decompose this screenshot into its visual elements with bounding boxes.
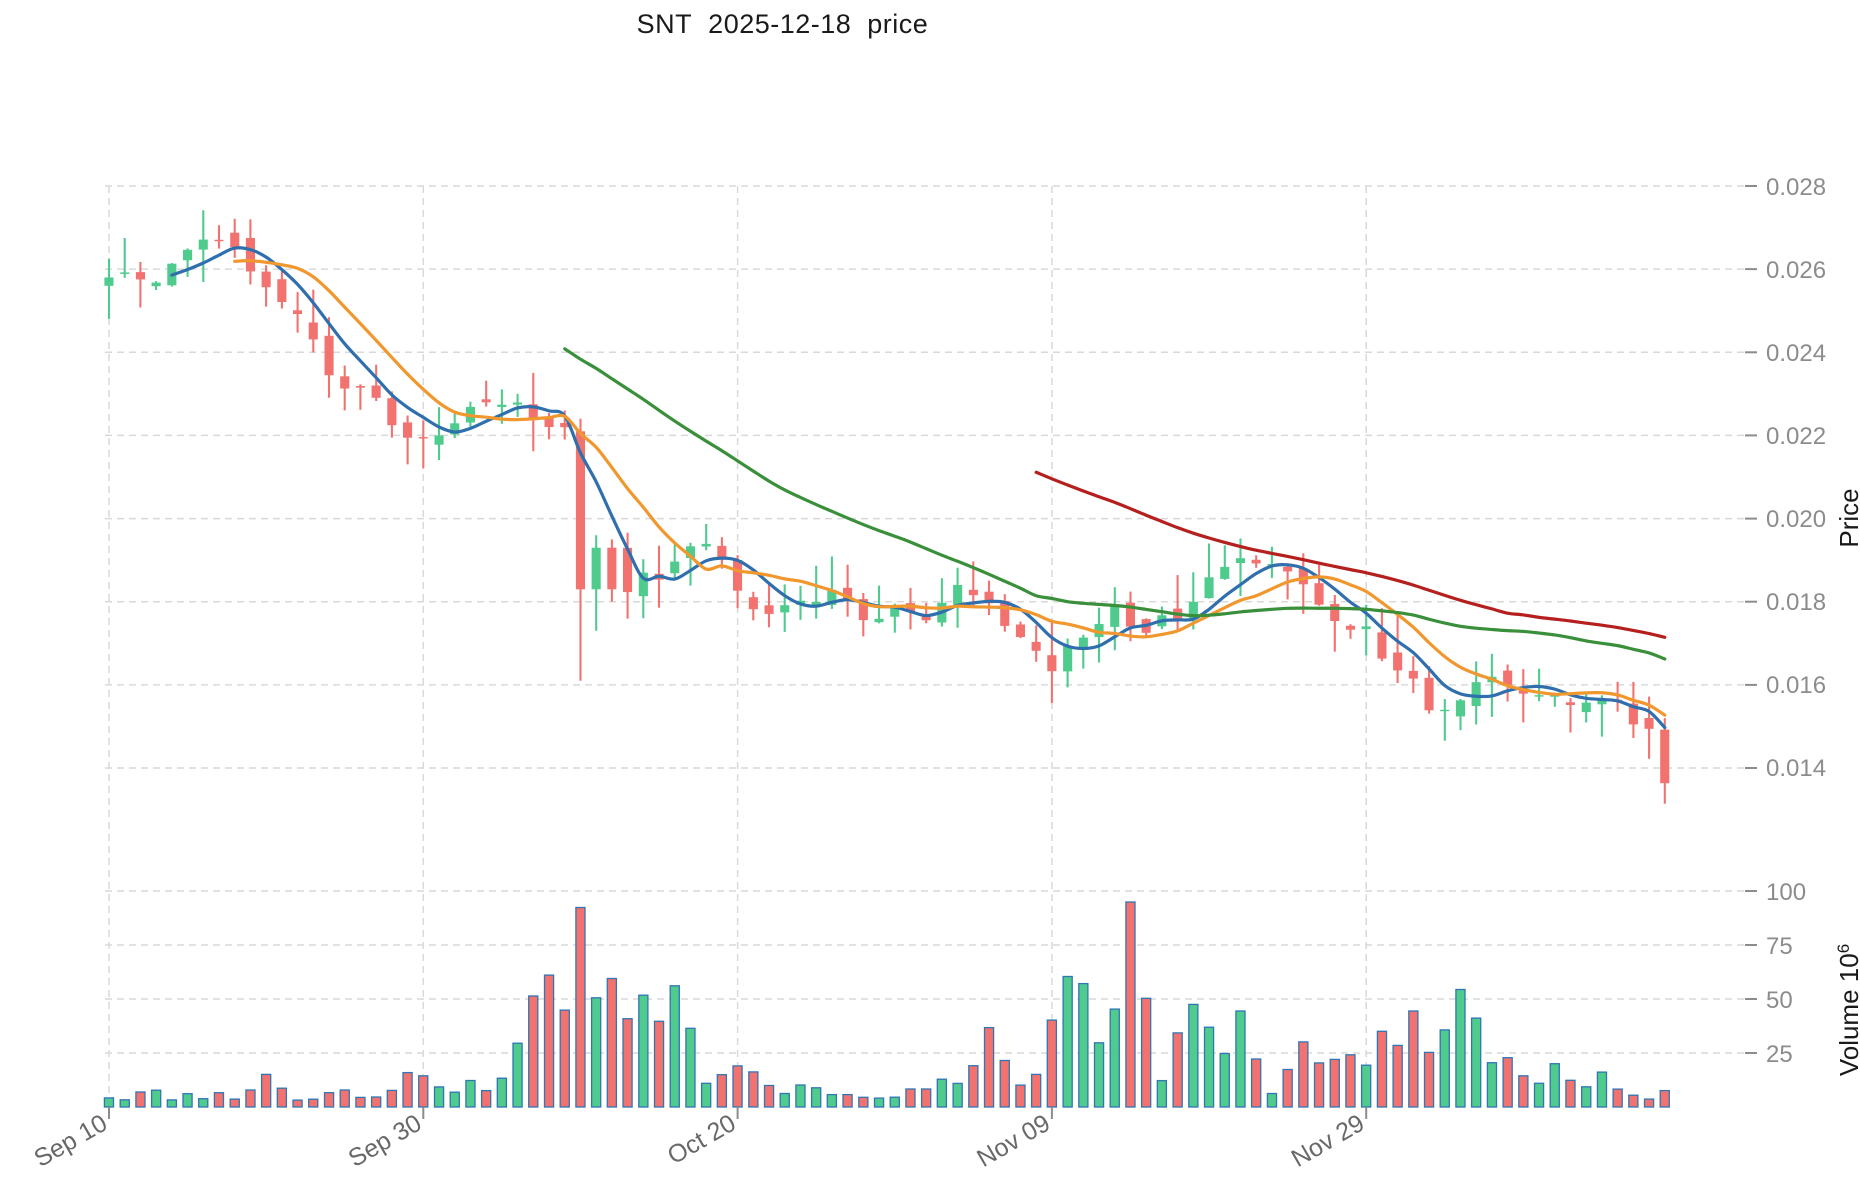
svg-text:Oct 20: Oct 20 <box>663 1109 741 1170</box>
svg-text:Nov 09: Nov 09 <box>972 1109 1055 1173</box>
svg-text:50: 50 <box>1766 987 1793 1014</box>
svg-text:Sep 30: Sep 30 <box>344 1109 427 1173</box>
svg-text:25: 25 <box>1766 1041 1793 1068</box>
svg-text:0.024: 0.024 <box>1766 340 1826 367</box>
svg-text:0.026: 0.026 <box>1766 257 1826 284</box>
svg-text:75: 75 <box>1766 933 1793 960</box>
svg-text:Nov 29: Nov 29 <box>1287 1109 1370 1173</box>
svg-text:Volume 106: Volume 106 <box>1834 944 1860 1076</box>
svg-text:0.016: 0.016 <box>1766 672 1826 699</box>
svg-text:0.020: 0.020 <box>1766 506 1826 533</box>
svg-text:100: 100 <box>1766 879 1806 906</box>
svg-text:0.014: 0.014 <box>1766 755 1826 782</box>
svg-text:0.022: 0.022 <box>1766 423 1826 450</box>
svg-text:0.028: 0.028 <box>1766 174 1826 201</box>
svg-text:0.018: 0.018 <box>1766 589 1826 616</box>
svg-text:Price: Price <box>1834 488 1860 547</box>
svg-text:Sep 10: Sep 10 <box>29 1109 112 1173</box>
